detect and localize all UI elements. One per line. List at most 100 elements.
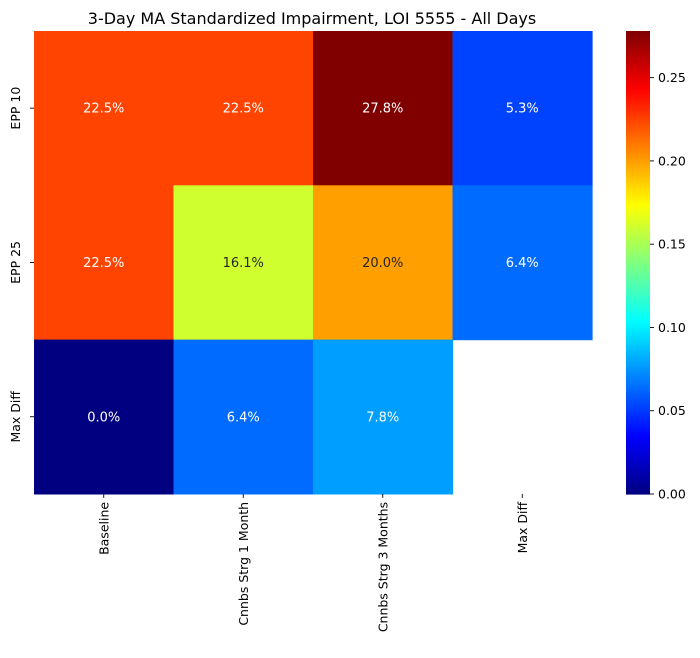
colorbar-segment bbox=[626, 68, 650, 71]
colorbar-segment bbox=[626, 431, 650, 435]
colorbar-segment bbox=[626, 158, 650, 162]
colorbar-segment bbox=[626, 42, 650, 46]
colorbar-segment bbox=[626, 385, 650, 389]
colorbar-segment bbox=[626, 283, 650, 287]
colorbar-segment bbox=[626, 320, 650, 324]
colorbar-segment bbox=[626, 264, 650, 268]
colorbar-segment bbox=[626, 396, 650, 400]
colorbar-segment bbox=[626, 107, 650, 111]
heatmap-cell bbox=[452, 185, 593, 341]
heatmap-cell-labels: 22.5% 22.5% 27.8% 5.3% 22.5% 16.1% 20.0% 6.4% 0.… bbox=[83, 102, 539, 426]
heatmap-cell bbox=[313, 185, 454, 341]
colorbar-segment bbox=[626, 102, 650, 106]
y-tick-label: EPP 25 bbox=[8, 241, 23, 284]
colorbar-segment bbox=[626, 373, 650, 377]
colorbar-segment bbox=[626, 216, 650, 220]
colorbar-segment bbox=[626, 459, 650, 463]
colorbar-segment bbox=[626, 357, 650, 361]
cell-value-label: 6.4% bbox=[227, 410, 260, 425]
y-tick-label: Max Diff bbox=[8, 391, 23, 443]
x-tick-label: Max Diff bbox=[515, 502, 530, 554]
colorbar-segment bbox=[626, 54, 650, 58]
colorbar-segment bbox=[626, 47, 650, 51]
colorbar-tick-label: 0.00 bbox=[658, 487, 686, 502]
colorbar-segment bbox=[626, 375, 650, 379]
colorbar-segment bbox=[626, 461, 650, 465]
colorbar-segment bbox=[626, 109, 650, 113]
colorbar-segment bbox=[626, 35, 650, 39]
colorbar-segment bbox=[626, 438, 650, 442]
colorbar-segment bbox=[626, 153, 650, 157]
colorbar-segment bbox=[626, 151, 650, 155]
colorbar-segment bbox=[626, 452, 650, 456]
colorbar-segment bbox=[626, 121, 650, 125]
colorbar-segment bbox=[626, 204, 650, 208]
colorbar-segment bbox=[626, 179, 650, 183]
colorbar-segment bbox=[626, 61, 650, 65]
colorbar-segment bbox=[626, 135, 650, 139]
cell-value-label: 22.5% bbox=[83, 102, 124, 117]
colorbar-segment bbox=[626, 44, 650, 48]
colorbar-segment bbox=[626, 98, 650, 102]
colorbar-tick-label: 0.25 bbox=[658, 70, 686, 85]
colorbar-tick-label: 0.05 bbox=[658, 403, 686, 418]
colorbar-segment bbox=[626, 311, 650, 315]
cell-value-label: 7.8% bbox=[366, 410, 399, 425]
colorbar-segment bbox=[626, 65, 650, 69]
colorbar-segment bbox=[626, 466, 650, 470]
colorbar-segment bbox=[626, 491, 650, 495]
colorbar-segment bbox=[626, 287, 650, 291]
colorbar-segment bbox=[626, 475, 650, 479]
colorbar-segment bbox=[626, 281, 650, 284]
colorbar-segment bbox=[626, 408, 650, 412]
colorbar-segment bbox=[626, 243, 650, 247]
colorbar-segment bbox=[626, 128, 650, 132]
colorbar-segment bbox=[626, 37, 650, 41]
colorbar-segment bbox=[626, 199, 650, 203]
colorbar-segment bbox=[626, 267, 650, 271]
colorbar-segment bbox=[626, 257, 650, 261]
colorbar-segment bbox=[626, 489, 650, 493]
colorbar-segment bbox=[626, 387, 650, 391]
colorbar-segment bbox=[626, 202, 650, 206]
colorbar-segment bbox=[626, 292, 650, 296]
colorbar-segment bbox=[626, 33, 650, 37]
colorbar: 0.00 0.05 0.10 0.15 0.20 0.25 bbox=[626, 31, 686, 502]
colorbar-segment bbox=[626, 156, 650, 159]
colorbar-segment bbox=[626, 412, 650, 416]
colorbar-segment bbox=[626, 176, 650, 180]
colorbar-segment bbox=[626, 301, 650, 305]
x-tick-label: Baseline bbox=[96, 502, 111, 555]
colorbar-segment bbox=[626, 234, 650, 238]
colorbar-segment bbox=[626, 181, 650, 185]
y-axis: EPP 10 EPP 25 Max Diff bbox=[8, 87, 34, 443]
colorbar-segment bbox=[626, 315, 650, 319]
colorbar-segment bbox=[626, 429, 650, 433]
cell-value-label: 16.1% bbox=[223, 256, 264, 271]
colorbar-segment bbox=[626, 86, 650, 90]
colorbar-segment bbox=[626, 318, 650, 321]
colorbar-segment bbox=[626, 389, 650, 393]
colorbar-segment bbox=[626, 371, 650, 375]
colorbar-segment bbox=[626, 132, 650, 136]
colorbar-segment bbox=[626, 271, 650, 275]
colorbar-segment bbox=[626, 399, 650, 402]
colorbar-segment bbox=[626, 297, 650, 301]
colorbar-segment bbox=[626, 348, 650, 352]
colorbar-segment bbox=[626, 378, 650, 382]
colorbar-segment bbox=[626, 195, 650, 199]
cell-value-label: 0.0% bbox=[87, 410, 120, 425]
colorbar-segment bbox=[626, 343, 650, 347]
colorbar-segment bbox=[626, 139, 650, 143]
colorbar-segment bbox=[626, 350, 650, 354]
colorbar-segment bbox=[626, 424, 650, 428]
colorbar-segment bbox=[626, 213, 650, 217]
colorbar-segment bbox=[626, 142, 650, 146]
colorbar-segment bbox=[626, 484, 650, 488]
colorbar-segment bbox=[626, 246, 650, 250]
colorbar-segment bbox=[626, 368, 650, 372]
heatmap-cell bbox=[313, 339, 454, 495]
colorbar-segment bbox=[626, 327, 650, 331]
colorbar-segment bbox=[626, 322, 650, 326]
